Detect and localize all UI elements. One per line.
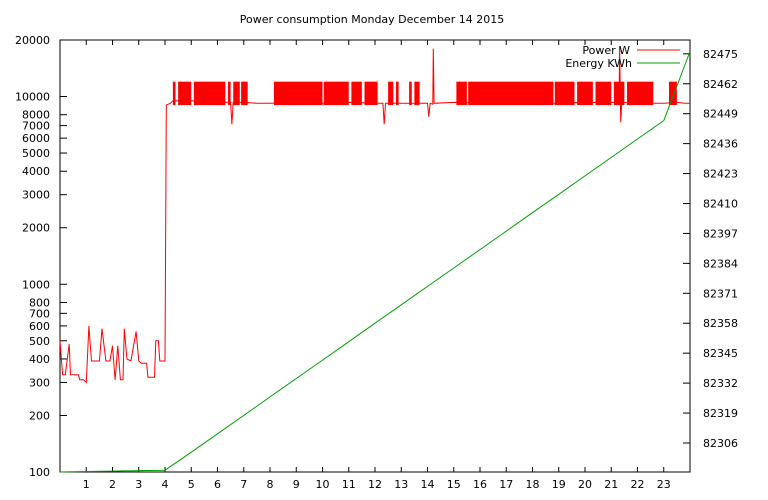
y2-tick-label: 82475 [703, 48, 738, 61]
energy-series-line [59, 51, 691, 473]
x-tick-label: 21 [604, 478, 618, 491]
y-tick-label: 1000 [22, 278, 50, 291]
y-tick-label: 8000 [22, 109, 50, 122]
x-tick-label: 9 [293, 478, 300, 491]
y-tick-label: 600 [29, 320, 50, 333]
x-tick-label: 19 [552, 478, 566, 491]
x-tick-label: 23 [657, 478, 671, 491]
y2-tick-label: 82397 [703, 227, 738, 240]
power-fluctuation-band [595, 81, 612, 106]
y-tick-label: 6000 [22, 132, 50, 145]
y2-tick-label: 82423 [703, 168, 738, 181]
x-tick-label: 6 [214, 478, 221, 491]
power-fluctuation-band [409, 81, 412, 106]
y-tick-label: 4000 [22, 165, 50, 178]
power-fluctuation-band [468, 81, 554, 106]
y2-tick-label: 82345 [703, 347, 738, 360]
y-tick-label: 100 [29, 466, 50, 479]
power-fluctuation-band [241, 81, 248, 106]
x-tick-label: 8 [267, 478, 274, 491]
x-tick-label: 1 [83, 478, 90, 491]
x-tick-label: 12 [368, 478, 382, 491]
y-tick-label: 5000 [22, 147, 50, 160]
x-tick-label: 15 [447, 478, 461, 491]
power-fluctuation-band [172, 81, 176, 106]
y-tick-label: 7000 [22, 120, 50, 133]
x-tick-label: 3 [135, 478, 142, 491]
x-tick-label: 7 [240, 478, 247, 491]
y2-tick-label: 82384 [703, 257, 738, 270]
x-tick-label: 18 [526, 478, 540, 491]
y-tick-label: 800 [29, 296, 50, 309]
y2-tick-label: 82319 [703, 407, 738, 420]
power-fluctuation-band [228, 81, 231, 106]
power-fluctuation-band [364, 81, 378, 106]
chart-title: Power consumption Monday December 14 201… [240, 13, 504, 26]
x-tick-label: 22 [631, 478, 645, 491]
y-tick-label: 300 [29, 376, 50, 389]
y2-tick-label: 82306 [703, 437, 738, 450]
x-tick-label: 13 [394, 478, 408, 491]
power-fluctuation-band [323, 81, 349, 106]
power-fluctuation-band [577, 81, 593, 106]
y-tick-label: 2000 [22, 222, 50, 235]
y2-tick-label: 82371 [703, 287, 738, 300]
power-fluctuation-band [627, 81, 654, 106]
x-tick-label: 5 [188, 478, 195, 491]
y-tick-label: 10000 [15, 91, 50, 104]
power-series-line [59, 46, 690, 384]
y2-tick-label: 82332 [703, 377, 738, 390]
y-tick-label: 500 [29, 335, 50, 348]
y-tick-label: 400 [29, 353, 50, 366]
x-tick-label: 20 [578, 478, 592, 491]
y2-tick-label: 82449 [703, 108, 738, 121]
power-fluctuation-band [456, 81, 467, 106]
legend: Power W Energy KWh [565, 44, 680, 70]
x-tick-label: 14 [421, 478, 435, 491]
legend-label-energy: Energy KWh [565, 57, 632, 70]
y-tick-label: 20000 [15, 34, 50, 47]
x-tick-label: 16 [473, 478, 487, 491]
x-tick-label: 2 [109, 478, 116, 491]
power-fluctuation-band [396, 81, 399, 106]
power-fluctuation-band [273, 81, 323, 106]
y2-tick-label: 82462 [703, 78, 738, 91]
power-fluctuation-band [669, 81, 677, 106]
x-tick-label: 10 [316, 478, 330, 491]
y-tick-label: 700 [29, 307, 50, 320]
y2-tick-label: 82410 [703, 197, 738, 210]
y2-tick-label: 82358 [703, 317, 738, 330]
power-fluctuation-band [414, 81, 420, 106]
y-tick-label: 200 [29, 409, 50, 422]
power-fluctuation-band [178, 81, 192, 106]
x-tick-label: 17 [499, 478, 513, 491]
y2-tick-label: 82436 [703, 138, 738, 151]
y-tick-label: 3000 [22, 189, 50, 202]
power-fluctuation-band [233, 81, 240, 106]
x-tick-label: 4 [162, 478, 169, 491]
plot-area: 1 2 3 4 5 6 7 8 9 10 11 12 13 14 15 16 17 18 19 20 21 22 23100… [15, 34, 738, 491]
power-fluctuation-band [193, 81, 226, 106]
power-fluctuation-band [554, 81, 575, 106]
power-fluctuation-band [388, 81, 394, 106]
x-tick-label: 11 [342, 478, 356, 491]
power-fluctuation-band [351, 81, 362, 106]
legend-label-power: Power W [582, 44, 630, 57]
